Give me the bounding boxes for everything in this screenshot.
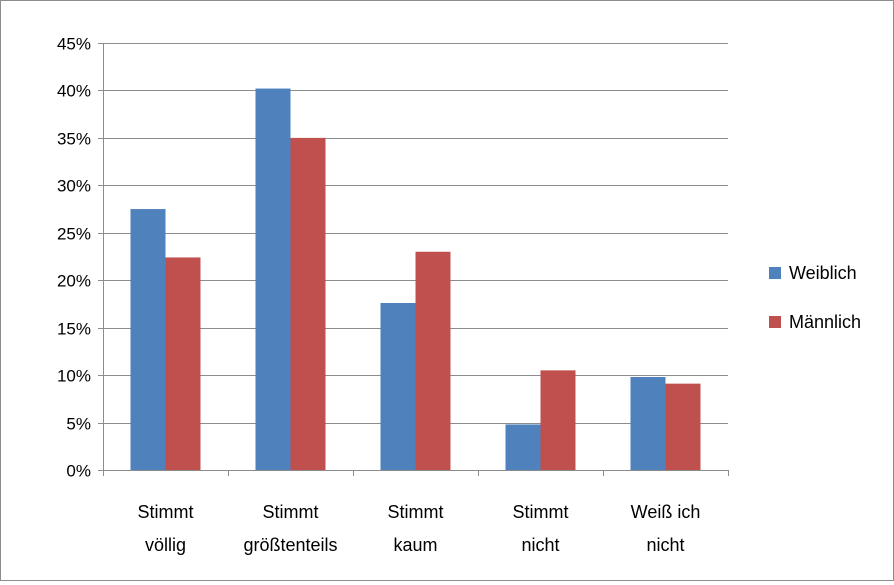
y-axis-tick-label: 35% bbox=[57, 130, 91, 149]
y-axis-tick-label: 0% bbox=[66, 462, 91, 481]
y-axis-tick-label: 20% bbox=[57, 272, 91, 291]
x-axis-category-label: Stimmt bbox=[388, 502, 444, 522]
legend: Weiblich Männlich bbox=[769, 263, 861, 332]
y-axis-tick-label: 40% bbox=[57, 82, 91, 101]
y-axis-tick-label: 15% bbox=[57, 320, 91, 339]
bar-m-nnlich-4 bbox=[540, 370, 576, 470]
x-axis-category-label: größtenteils bbox=[243, 535, 337, 555]
bar-weiblich-3 bbox=[380, 302, 416, 470]
x-axis-category-label: Stimmt bbox=[263, 502, 319, 522]
x-axis-category-label: Stimmt bbox=[513, 502, 569, 522]
x-axis-category-label: Weiß ich bbox=[631, 502, 701, 522]
bars bbox=[130, 88, 701, 471]
legend-swatch bbox=[769, 316, 781, 328]
bar-weiblich-5 bbox=[630, 377, 666, 470]
x-axis-category-label: kaum bbox=[393, 535, 437, 555]
y-axis-tick-label: 25% bbox=[57, 225, 91, 244]
legend-label: Männlich bbox=[789, 312, 861, 332]
x-axis-category-label: Stimmt bbox=[138, 502, 194, 522]
y-axis-tick-labels: 0% 5% 10% 15% 20% 25% 30% 35% 40% 45% bbox=[57, 35, 91, 481]
bar-m-nnlich-3 bbox=[415, 251, 451, 470]
legend-label: Weiblich bbox=[789, 263, 857, 283]
bar-weiblich-4 bbox=[505, 424, 541, 470]
x-axis-category-label: völlig bbox=[145, 535, 186, 555]
y-axis-tick-label: 10% bbox=[57, 367, 91, 386]
bar-weiblich-2 bbox=[255, 88, 291, 471]
bar-weiblich-1 bbox=[130, 209, 166, 471]
bar-m-nnlich-5 bbox=[665, 383, 701, 470]
bar-m-nnlich-2 bbox=[290, 137, 326, 470]
x-axis-category-label: nicht bbox=[646, 535, 684, 555]
legend-swatch bbox=[769, 267, 781, 279]
axes bbox=[98, 43, 729, 476]
x-axis-category-label: nicht bbox=[521, 535, 559, 555]
x-axis-category-labels: Stimmt völlig Stimmt größtenteils Stimmt kaum… bbox=[138, 502, 701, 555]
y-axis-tick-label: 5% bbox=[66, 415, 91, 434]
y-axis-tick-label: 45% bbox=[57, 35, 91, 54]
y-axis-tick-label: 30% bbox=[57, 177, 91, 196]
gridlines bbox=[103, 43, 728, 424]
bar-m-nnlich-1 bbox=[165, 257, 201, 470]
